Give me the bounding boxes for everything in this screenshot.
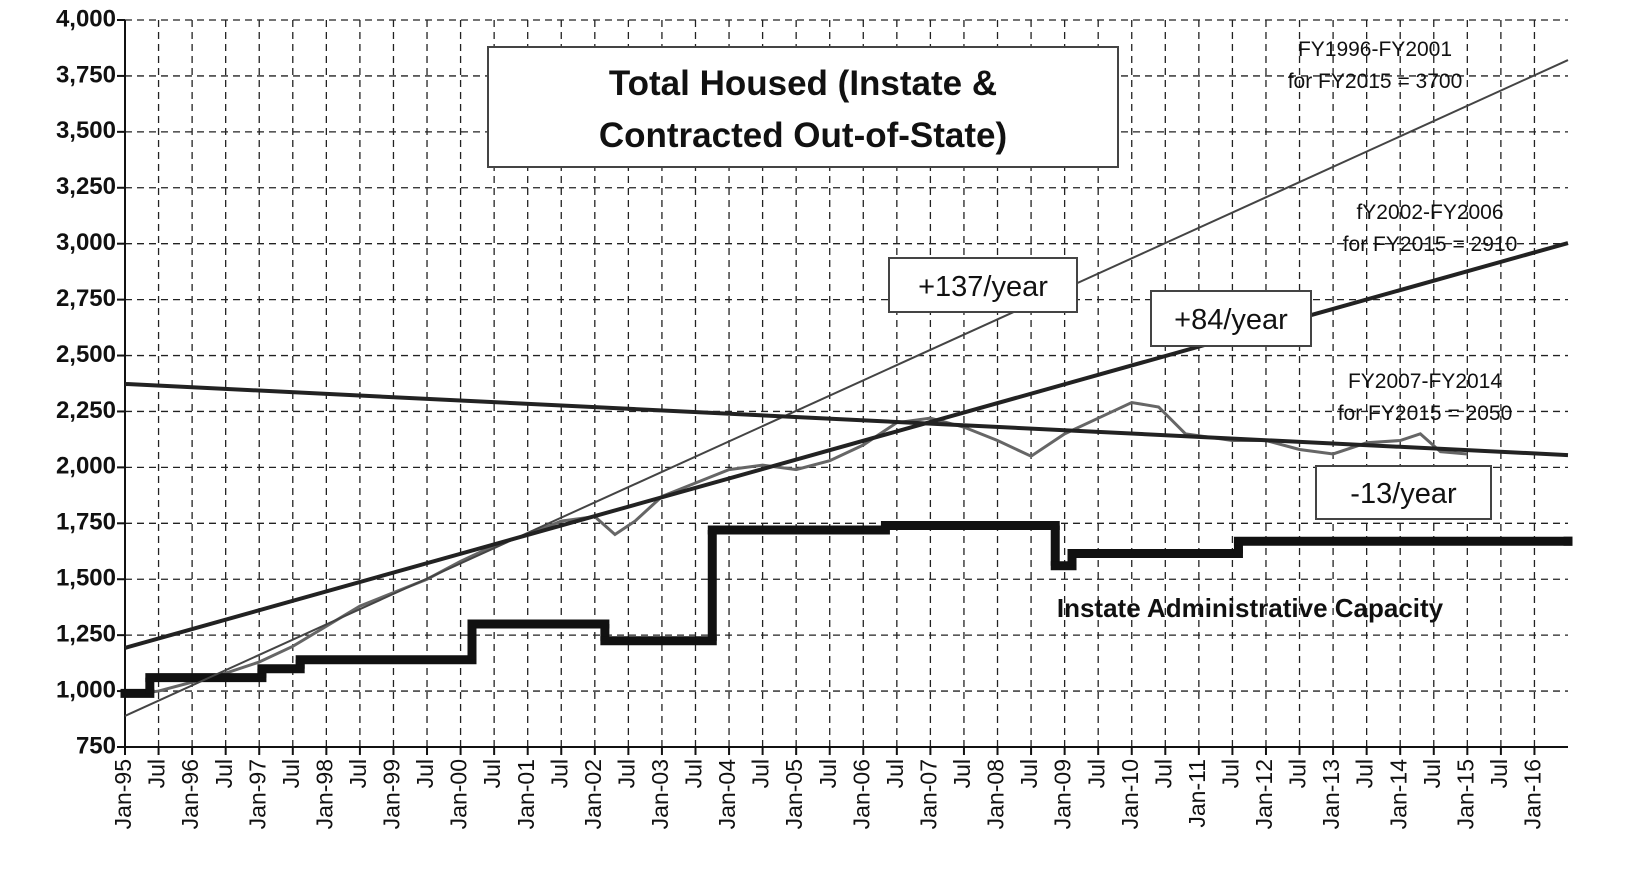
y-tick-label: 1,250	[56, 620, 116, 647]
annotation: FY1996-FY2001 for FY2015 = 3700	[1287, 38, 1463, 93]
x-tick-label: Jan-96	[177, 759, 203, 829]
x-tick-label: Jul	[1150, 759, 1176, 788]
x-tick-label: Jul	[144, 759, 170, 788]
y-tick-label: 2,750	[56, 285, 116, 312]
annotation: FY2007-FY2014 for FY2015 = 2050	[1337, 370, 1513, 425]
x-tick-label: Jul	[882, 759, 908, 788]
chart-title: Total Housed (Instate & Contracted Out-o…	[487, 46, 1119, 168]
x-tick-label: Jan-08	[983, 759, 1009, 829]
x-tick-label: Jul	[681, 759, 707, 788]
slope-label: +137/year	[888, 257, 1078, 313]
y-tick-label: 2,000	[56, 453, 116, 480]
slope-label: +84/year	[1150, 290, 1312, 347]
y-tick-label: 1,500	[56, 565, 116, 592]
x-tick-label: Jul	[345, 759, 371, 788]
x-tick-label: Jul	[949, 759, 975, 788]
y-tick-label: 1,000	[56, 676, 116, 703]
y-tick-label: 4,000	[56, 5, 116, 32]
y-tick-label: 750	[76, 732, 116, 759]
x-tick-label: Jan-02	[580, 759, 606, 829]
x-tick-label: Jan-09	[1050, 759, 1076, 829]
x-tick-label: Jul	[1419, 759, 1445, 788]
x-tick-label: Jan-97	[244, 759, 270, 829]
x-tick-label: Jul	[412, 759, 438, 788]
x-tick-label: Jan-05	[781, 759, 807, 829]
x-tick-label: Jan-06	[848, 759, 874, 829]
y-tick-label: 1,750	[56, 509, 116, 536]
y-tick-label: 3,000	[56, 229, 116, 256]
x-tick-label: Jul	[1217, 759, 1243, 788]
y-tick-label: 3,500	[56, 117, 116, 144]
x-tick-label: Jan-04	[714, 759, 740, 830]
x-tick-label: Jul	[1083, 759, 1109, 788]
series-label: Instate Administrative Capacity	[1056, 593, 1444, 623]
x-tick-label: Jan-10	[1117, 759, 1143, 829]
x-tick-label: Jan-95	[110, 759, 136, 829]
x-tick-label: Jan-01	[513, 759, 539, 829]
x-tick-label: Jan-00	[446, 759, 472, 829]
x-tick-label: Jan-98	[311, 759, 337, 829]
x-tick-label: Jan-15	[1452, 759, 1478, 829]
x-tick-label: Jul	[211, 759, 237, 788]
x-tick-label: Jan-99	[379, 759, 405, 829]
x-tick-label: Jan-11	[1184, 759, 1210, 828]
series-line	[124, 59, 1569, 717]
x-tick-label: Jul	[1016, 759, 1042, 788]
y-tick-label: 2,250	[56, 397, 116, 424]
x-tick-label: Jul	[748, 759, 774, 788]
x-tick-label: Jan-14	[1385, 759, 1411, 830]
x-tick-label: Jul	[546, 759, 572, 788]
x-tick-label: Jul	[278, 759, 304, 788]
x-tick-label: Jan-12	[1251, 759, 1277, 829]
x-tick-label: Jul	[613, 759, 639, 788]
series-line	[124, 381, 1569, 458]
y-tick-label: 3,250	[56, 173, 116, 200]
annotation: fY2002-FY2006 for FY2015 = 2910	[1342, 201, 1518, 256]
y-tick-label: 2,500	[56, 341, 116, 368]
x-tick-label: Jul	[815, 759, 841, 788]
x-tick-label: Jan-13	[1318, 759, 1344, 829]
x-tick-label: Jul	[1486, 759, 1512, 788]
x-tick-label: Jul	[479, 759, 505, 788]
slope-label: -13/year	[1315, 465, 1492, 520]
x-tick-label: Jul	[1285, 759, 1311, 788]
y-tick-label: 3,750	[56, 61, 116, 88]
x-tick-label: Jan-03	[647, 759, 673, 829]
x-tick-label: Jan-07	[915, 759, 941, 829]
x-tick-label: Jan-16	[1520, 759, 1546, 829]
x-tick-label: Jul	[1352, 759, 1378, 788]
series-line	[124, 241, 1569, 650]
